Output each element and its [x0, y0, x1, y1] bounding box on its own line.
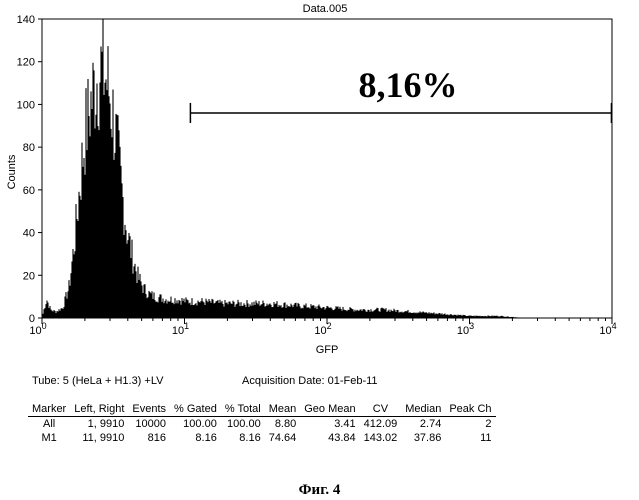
- cell-geo-mean: 3.41: [300, 417, 359, 432]
- cell-gated: 8.16: [170, 431, 221, 445]
- y-tick-label: 20: [23, 270, 35, 282]
- cell-peak-ch: 2: [445, 417, 495, 432]
- cell-marker: All: [28, 417, 70, 432]
- x-tick-label: 103: [457, 321, 474, 337]
- col-marker: Marker: [28, 402, 70, 417]
- col-geo-mean: Geo Mean: [300, 402, 359, 417]
- y-tick-label: 40: [23, 228, 35, 240]
- cell-total: 100.00: [221, 417, 265, 432]
- y-tick-label: 0: [29, 313, 35, 325]
- cell-events: 10000: [128, 417, 170, 432]
- cell-left-right: 1, 9910: [70, 417, 128, 432]
- x-tick-label: 102: [314, 321, 331, 337]
- x-axis: 100101102103104: [29, 318, 616, 337]
- cell-gated: 100.00: [170, 417, 221, 432]
- histogram-chart: 0 20 40 60 80 100 120 140 100 101 102 103 104 Data.…: [0, 0, 639, 370]
- col-cv: CV: [360, 402, 402, 417]
- figure-caption: Фиг. 4: [0, 482, 639, 499]
- cell-median: 37.86: [401, 431, 445, 445]
- chart-title: Data.005: [303, 3, 348, 15]
- table-row: All 1, 9910 10000 100.00 100.00 8.80 3.4…: [28, 417, 496, 432]
- col-events: Events: [128, 402, 170, 417]
- histogram-bars: [43, 19, 526, 318]
- statistics-table: Marker Left, Right Events % Gated % Tota…: [28, 402, 496, 445]
- cell-geo-mean: 43.84: [300, 431, 359, 445]
- cell-marker: M1: [28, 431, 70, 445]
- x-axis-label: GFP: [316, 344, 339, 356]
- y-tick-label: 80: [23, 142, 35, 154]
- y-tick-label: 100: [17, 99, 35, 111]
- col-median: Median: [401, 402, 445, 417]
- cell-mean: 74.64: [265, 431, 301, 445]
- cell-events: 816: [128, 431, 170, 445]
- table-row: M1 11, 9910 816 8.16 8.16 74.64 43.84 14…: [28, 431, 496, 445]
- gate-marker-m1[interactable]: [190, 103, 611, 123]
- y-tick-label: 60: [23, 185, 35, 197]
- acquisition-date: Acquisition Date: 01-Feb-11: [242, 375, 378, 387]
- cell-total: 8.16: [221, 431, 265, 445]
- cell-left-right: 11, 9910: [70, 431, 128, 445]
- col-peak-ch: Peak Ch: [445, 402, 495, 417]
- cell-cv: 412.09: [360, 417, 402, 432]
- x-tick-label: 104: [599, 321, 616, 337]
- cell-median: 2.74: [401, 417, 445, 432]
- y-tick-label: 120: [17, 57, 35, 69]
- col-total: % Total: [221, 402, 265, 417]
- y-axis-label: Counts: [6, 154, 18, 189]
- cell-mean: 8.80: [265, 417, 301, 432]
- x-tick-label: 101: [172, 321, 189, 337]
- col-left-right: Left, Right: [70, 402, 128, 417]
- col-mean: Mean: [265, 402, 301, 417]
- cell-cv: 143.02: [360, 431, 402, 445]
- gate-percent-label: 8,16%: [359, 65, 458, 105]
- cell-peak-ch: 11: [445, 431, 495, 445]
- y-axis: 0 20 40 60 80 100 120 140: [17, 14, 42, 325]
- col-gated: % Gated: [170, 402, 221, 417]
- table-header-row: Marker Left, Right Events % Gated % Tota…: [28, 402, 496, 417]
- y-tick-label: 140: [17, 14, 35, 26]
- tube-label: Tube: 5 (HeLa + H1.3) +LV: [32, 375, 163, 387]
